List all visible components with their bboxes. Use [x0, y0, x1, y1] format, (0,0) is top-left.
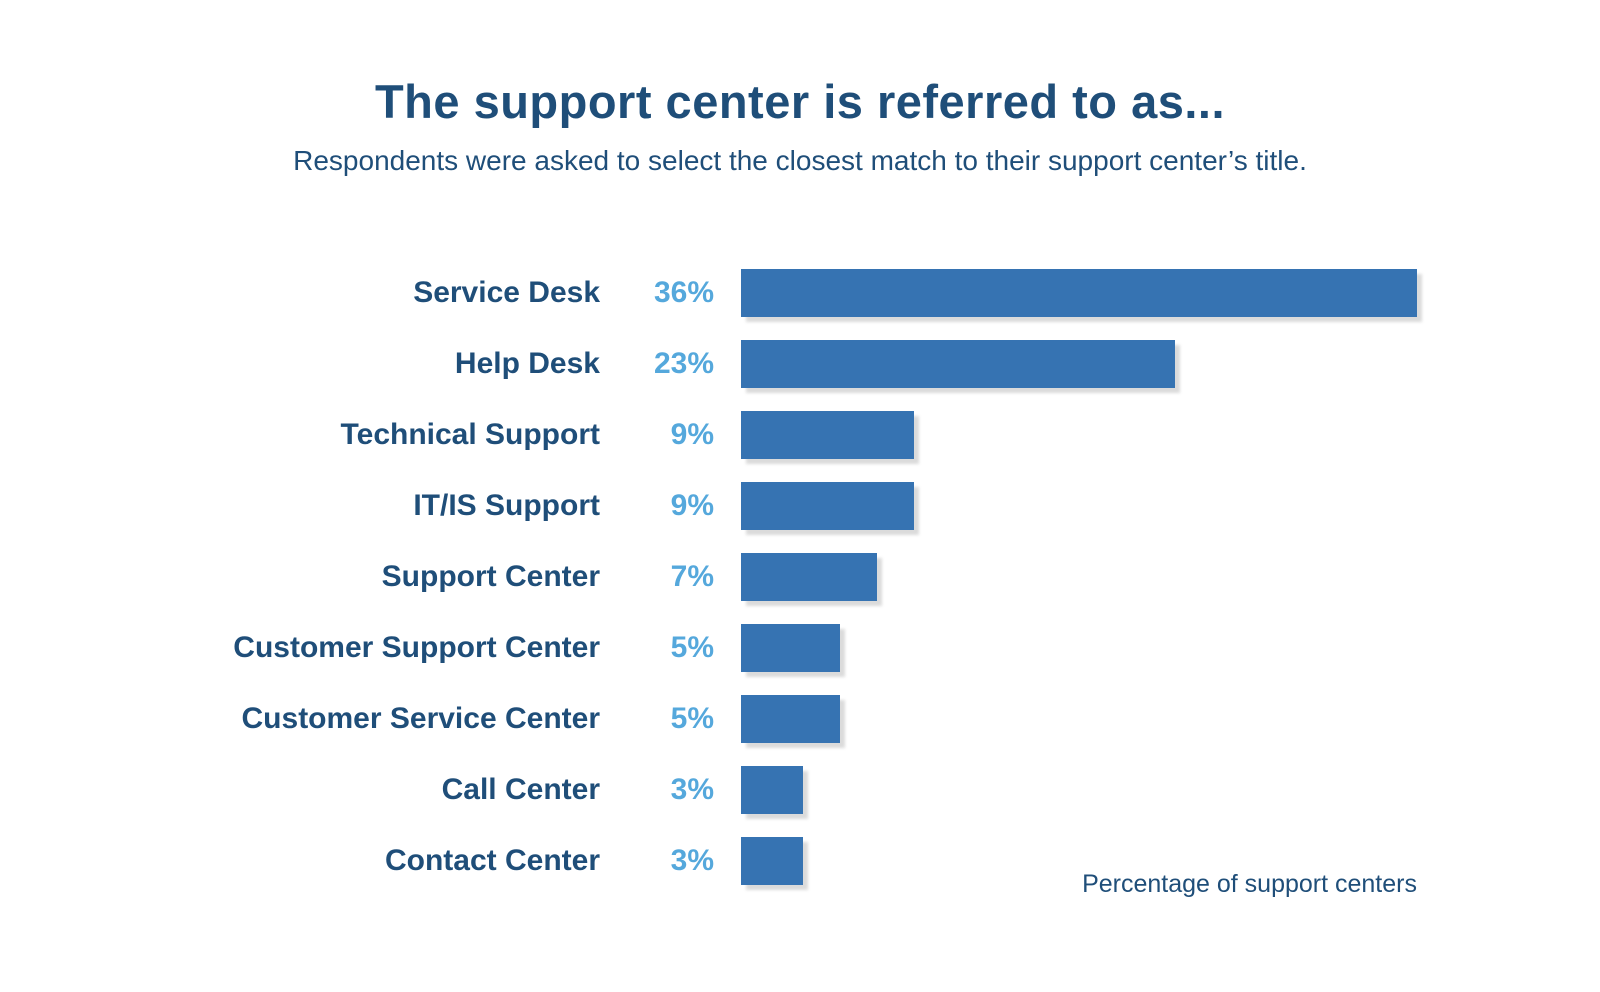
chart-row: IT/IS Support 9% [0, 482, 1600, 530]
row-value: 5% [670, 702, 714, 735]
row-label: Contact Center [384, 844, 600, 877]
row-value: 9% [670, 489, 714, 522]
bar-track [741, 269, 1600, 317]
row-value: 5% [670, 631, 714, 664]
row-value: 7% [670, 560, 714, 593]
row-label: Call Center [441, 773, 600, 806]
row-bar [741, 837, 803, 885]
row-label: Technical Support [340, 418, 600, 451]
bar-track [741, 766, 1600, 814]
row-bar [741, 482, 914, 530]
row-value: 9% [670, 418, 714, 451]
row-bar [741, 411, 914, 459]
chart-row: Customer Support Center 5% [0, 624, 1600, 672]
row-value: 36% [653, 276, 714, 309]
row-value: 3% [670, 844, 714, 877]
row-bar [741, 553, 877, 601]
row-bar [741, 766, 803, 814]
bar-track [741, 482, 1600, 530]
chart-row: Help Desk 23% [0, 340, 1600, 388]
chart-row: Customer Service Center 5% [0, 695, 1600, 743]
row-value: 3% [670, 773, 714, 806]
bar-track [741, 553, 1600, 601]
row-label: Support Center [381, 560, 600, 593]
chart-row: Service Desk 36% [0, 269, 1600, 317]
row-label: Help Desk [454, 347, 600, 380]
row-bar [741, 340, 1175, 388]
bar-track [741, 695, 1600, 743]
bar-track [741, 411, 1600, 459]
row-bar [741, 624, 840, 672]
chart-title: The support center is referred to as... [374, 75, 1226, 128]
chart-row: Support Center 7% [0, 553, 1600, 601]
x-axis-label: Percentage of support centers [1082, 870, 1417, 898]
chart-row: Call Center 3% [0, 766, 1600, 814]
bar-track [741, 837, 1600, 885]
chart-subtitle: Respondents were asked to select the clo… [293, 145, 1307, 176]
chart-row: Contact Center 3% [0, 837, 1600, 885]
row-bar [741, 695, 840, 743]
bar-track [741, 624, 1600, 672]
row-label: Service Desk [413, 276, 600, 309]
chart-row: Technical Support 9% [0, 411, 1600, 459]
bar-track [741, 340, 1600, 388]
row-bar [741, 269, 1417, 317]
chart-rows: Service Desk 36% Help Desk 23% Technical… [0, 269, 1600, 885]
row-label: Customer Support Center [233, 631, 600, 664]
row-value: 23% [653, 347, 714, 380]
row-label: IT/IS Support [413, 489, 600, 522]
row-label: Customer Service Center [241, 702, 600, 735]
